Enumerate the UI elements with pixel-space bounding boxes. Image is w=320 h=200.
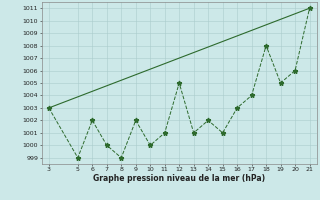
X-axis label: Graphe pression niveau de la mer (hPa): Graphe pression niveau de la mer (hPa) bbox=[93, 174, 265, 183]
